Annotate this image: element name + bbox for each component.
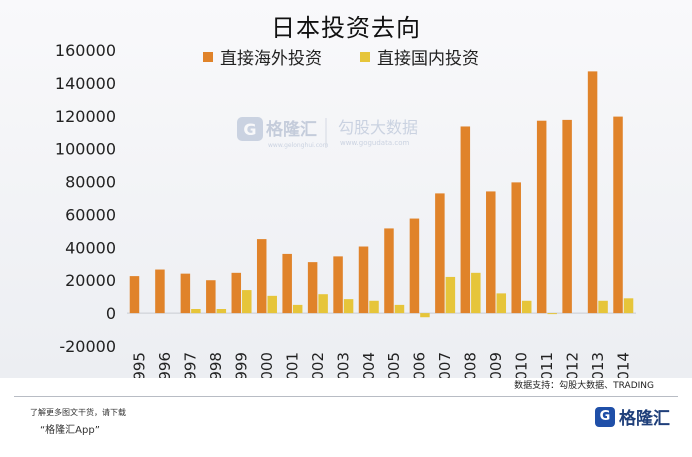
- y-tick-label: 160000: [55, 41, 116, 60]
- bar-outward-investment: [536, 120, 547, 314]
- bar-outward-investment: [460, 126, 471, 314]
- legend-swatch-domestic: [360, 52, 370, 62]
- bar-domestic-investment: [242, 290, 252, 314]
- bar-domestic-investment: [521, 300, 532, 314]
- watermark-brand: 格隆汇: [266, 119, 317, 140]
- watermark-data-url: www.gogudata.com: [340, 139, 409, 147]
- bar-domestic-investment: [292, 304, 303, 314]
- x-tick-label: 2007: [436, 352, 454, 378]
- bars: [127, 71, 636, 318]
- x-tick-label: 1996: [156, 352, 174, 378]
- x-tick-label: 1999: [233, 352, 251, 378]
- bar-outward-investment: [613, 116, 623, 314]
- svg-text:G: G: [243, 120, 256, 139]
- watermark: G 格隆汇 www.gelonghui.com 勾股大数据 www.goguda…: [237, 117, 418, 149]
- bar-outward-investment: [282, 253, 292, 314]
- x-tick-label: 2013: [589, 352, 607, 378]
- x-tick-label: 2002: [309, 352, 327, 378]
- watermark-data-brand: 勾股大数据: [338, 118, 418, 137]
- x-tick-label: 2009: [487, 352, 505, 378]
- legend: 直接海外投资 直接国内投资: [203, 49, 479, 69]
- y-tick-label: 40000: [65, 238, 116, 257]
- bar-outward-investment: [358, 246, 369, 314]
- bar-domestic-investment: [445, 276, 456, 314]
- bar-outward-investment: [409, 218, 420, 314]
- y-tick-label: 60000: [65, 205, 116, 224]
- bar-chart: G 格隆汇 www.gelonghui.com 勾股大数据 www.goguda…: [55, 41, 636, 378]
- bar-outward-investment: [435, 193, 445, 314]
- x-tick-label: 1995: [131, 352, 149, 378]
- y-tick-label: 140000: [55, 74, 116, 93]
- bar-outward-investment: [511, 182, 521, 314]
- bar-domestic-investment: [318, 294, 328, 314]
- bar-domestic-investment: [598, 300, 608, 314]
- bar-outward-investment: [231, 272, 242, 314]
- bar-domestic-investment: [420, 313, 430, 318]
- y-tick-label: -20000: [59, 337, 116, 356]
- legend-label-domestic: 直接国内投资: [377, 49, 479, 69]
- x-tick-label: 1997: [182, 352, 200, 378]
- bar-domestic-investment: [394, 304, 405, 314]
- footer-brand-logo[interactable]: G 格隆汇: [595, 404, 670, 429]
- bar-domestic-investment: [496, 293, 507, 314]
- y-tick-label: 80000: [65, 173, 116, 192]
- bar-domestic-investment: [471, 272, 481, 314]
- gelonghui-logo-icon: G: [595, 406, 615, 427]
- chart-panel: [0, 0, 692, 378]
- watermark-logo-icon: [237, 117, 263, 141]
- bar-domestic-investment: [191, 309, 201, 314]
- y-tick-label: 120000: [55, 107, 116, 126]
- footer-divider: [14, 396, 678, 397]
- y-axis: -20000 0 20000 40000 60000 80000 100000 120000 1…: [55, 41, 116, 356]
- footer-note: 了解更多图文干货，请下载: [30, 408, 126, 417]
- x-tick-label: 2005: [385, 352, 403, 378]
- bar-domestic-investment: [623, 298, 634, 314]
- bar-domestic-investment: [267, 295, 277, 314]
- x-tick-label: 2011: [538, 352, 556, 378]
- footer-brand-text: 格隆汇: [619, 409, 670, 429]
- x-tick-label: 1998: [207, 352, 225, 378]
- bar-outward-investment: [486, 191, 496, 314]
- bar-outward-investment: [307, 262, 318, 314]
- bar-outward-investment: [180, 273, 191, 314]
- x-axis: 1995 1996 1997 1998 1999 2000 2001 2002 2003 2004…: [131, 352, 633, 378]
- bar-outward-investment: [256, 239, 267, 314]
- bar-outward-investment: [587, 71, 598, 314]
- y-tick-label: 20000: [65, 271, 116, 290]
- x-tick-label: 2008: [462, 352, 480, 378]
- y-tick-label: 100000: [55, 140, 116, 159]
- x-tick-label: 2000: [258, 352, 276, 378]
- bar-outward-investment: [129, 276, 140, 314]
- bar-outward-investment: [155, 269, 165, 314]
- x-tick-label: 2012: [563, 352, 581, 378]
- bar-domestic-investment: [547, 313, 557, 315]
- bar-domestic-investment: [369, 300, 379, 314]
- bar-domestic-investment: [343, 299, 354, 314]
- bar-outward-investment: [384, 228, 394, 314]
- bar-outward-investment: [206, 280, 216, 314]
- bar-domestic-investment: [216, 309, 227, 314]
- legend-swatch-outward: [203, 52, 213, 62]
- x-tick-label: 2004: [360, 352, 378, 378]
- y-tick-label: 0: [106, 304, 116, 323]
- legend-label-outward: 直接海外投资: [220, 49, 322, 69]
- footer-app-name: “格隆汇App”: [40, 425, 100, 436]
- x-tick-label: 2003: [334, 352, 352, 378]
- x-tick-label: 2001: [283, 352, 301, 378]
- x-tick-label: 2010: [512, 352, 530, 378]
- bar-outward-investment: [562, 119, 572, 314]
- source-note: 数据支持：勾股大数据、TRADING: [514, 381, 654, 391]
- bar-outward-investment: [333, 256, 343, 314]
- chart-title: 日本投资去向: [271, 14, 421, 42]
- x-tick-label: 2006: [411, 352, 429, 378]
- watermark-brand-url: www.gelonghui.com: [268, 142, 329, 149]
- x-tick-label: 2014: [614, 352, 632, 378]
